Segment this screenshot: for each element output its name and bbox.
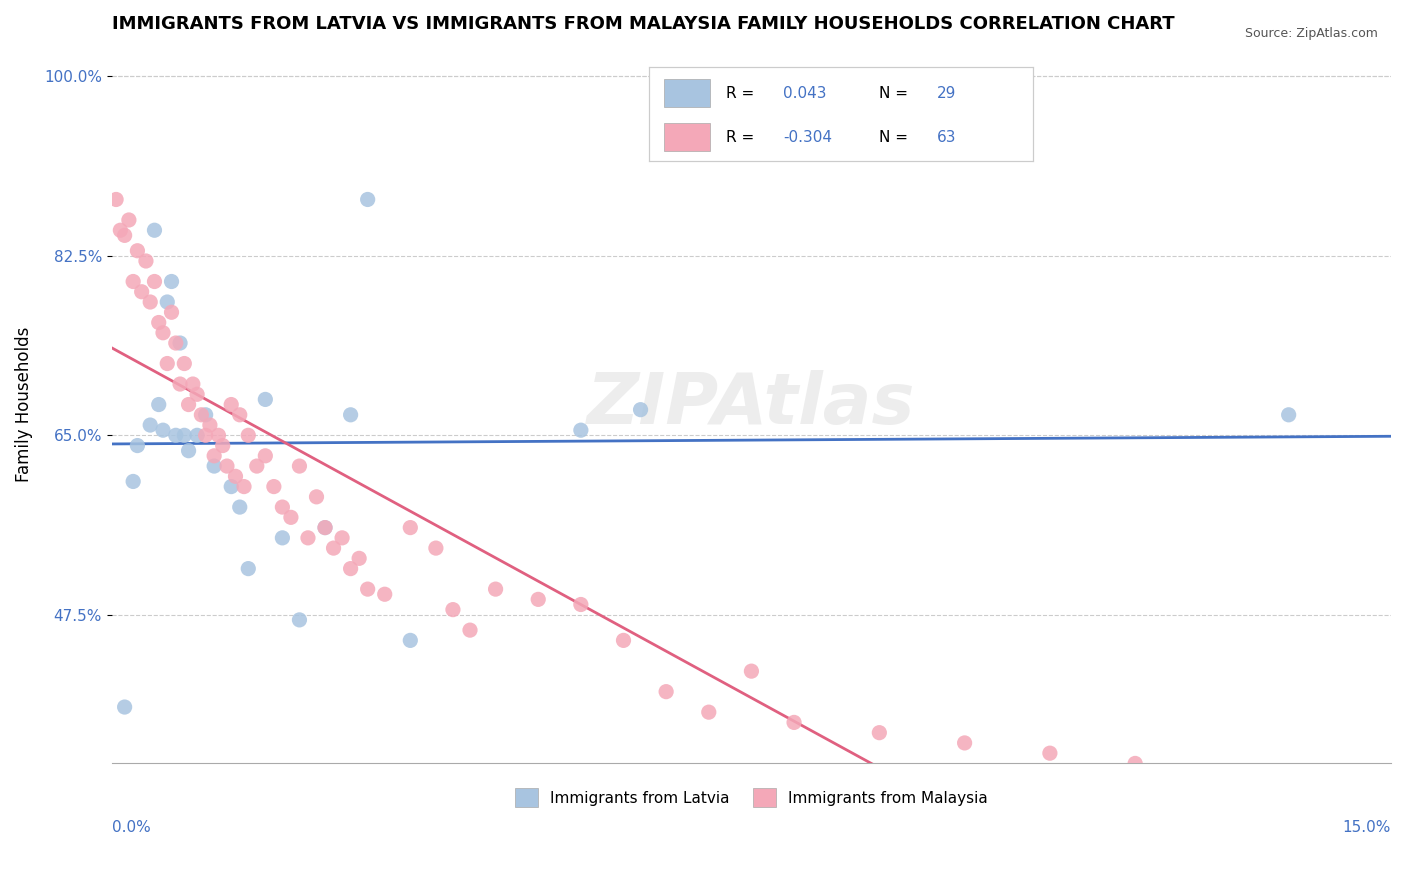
Point <box>868 725 890 739</box>
Point <box>131 285 153 299</box>
Point <box>246 459 269 474</box>
Point <box>280 510 302 524</box>
Point <box>569 598 592 612</box>
Point <box>219 479 242 493</box>
Point <box>1123 756 1146 771</box>
Point <box>740 664 762 678</box>
Text: IMMIGRANTS FROM LATVIA VS IMMIGRANTS FROM MALAYSIA FAMILY HOUSEHOLDS CORRELATION: IMMIGRANTS FROM LATVIA VS IMMIGRANTS FRO… <box>112 15 1174 33</box>
Point <box>347 551 370 566</box>
Point <box>484 582 506 596</box>
Point <box>271 531 294 545</box>
Point <box>156 295 179 310</box>
Point <box>169 377 191 392</box>
Point <box>169 336 191 351</box>
Text: Source: ZipAtlas.com: Source: ZipAtlas.com <box>1244 27 1378 40</box>
Point <box>122 275 145 289</box>
Point <box>152 326 174 340</box>
Point <box>186 387 208 401</box>
Point <box>783 715 806 730</box>
Point <box>114 228 136 243</box>
Point <box>630 402 652 417</box>
Point <box>110 223 132 237</box>
Point <box>139 418 162 433</box>
Point <box>322 541 344 555</box>
Point <box>127 244 149 258</box>
Point <box>233 479 256 493</box>
Y-axis label: Family Households: Family Households <box>15 326 32 483</box>
Point <box>177 398 200 412</box>
Point <box>1039 746 1062 760</box>
Point <box>374 587 396 601</box>
Point <box>160 275 183 289</box>
Point <box>288 459 311 474</box>
Point <box>254 449 277 463</box>
Point <box>194 408 217 422</box>
Point <box>143 223 166 237</box>
Point <box>122 475 145 489</box>
Point <box>297 531 319 545</box>
Point <box>118 213 141 227</box>
Point <box>655 684 678 698</box>
Point <box>219 398 242 412</box>
Point <box>339 561 361 575</box>
Point <box>173 357 195 371</box>
Point <box>288 613 311 627</box>
Text: ZIPAtlas: ZIPAtlas <box>588 370 915 439</box>
Point <box>198 418 221 433</box>
Point <box>215 459 238 474</box>
Point <box>202 449 225 463</box>
Point <box>148 316 170 330</box>
Point <box>458 623 481 637</box>
Point <box>305 490 328 504</box>
Point <box>254 392 277 407</box>
Point <box>1278 408 1301 422</box>
Point <box>143 275 166 289</box>
Point <box>263 479 285 493</box>
Legend: Immigrants from Latvia, Immigrants from Malaysia: Immigrants from Latvia, Immigrants from … <box>509 782 994 814</box>
Point <box>177 443 200 458</box>
Point <box>165 336 187 351</box>
Text: 15.0%: 15.0% <box>1343 820 1391 835</box>
Point <box>156 357 179 371</box>
Point <box>148 398 170 412</box>
Point <box>229 408 252 422</box>
Point <box>186 428 208 442</box>
Point <box>224 469 246 483</box>
Point <box>953 736 976 750</box>
Point <box>238 561 260 575</box>
Point <box>314 520 336 534</box>
Point <box>114 700 136 714</box>
Point <box>612 633 634 648</box>
Point <box>160 305 183 319</box>
Point <box>399 633 422 648</box>
Point <box>271 500 294 514</box>
Point <box>330 531 353 545</box>
Point <box>527 592 550 607</box>
Point <box>165 428 187 442</box>
Point <box>139 295 162 310</box>
Point <box>425 541 447 555</box>
Point <box>399 520 422 534</box>
Point <box>211 439 233 453</box>
Point <box>441 602 464 616</box>
Text: 0.0%: 0.0% <box>112 820 150 835</box>
Point <box>173 428 195 442</box>
Point <box>356 193 378 207</box>
Point <box>697 705 720 719</box>
Point <box>207 428 229 442</box>
Point <box>152 423 174 437</box>
Point <box>190 408 212 422</box>
Point <box>314 520 336 534</box>
Point <box>181 377 204 392</box>
Point <box>105 193 128 207</box>
Point <box>339 408 361 422</box>
Point <box>229 500 252 514</box>
Point <box>202 459 225 474</box>
Point <box>135 254 157 268</box>
Point <box>127 439 149 453</box>
Point <box>569 423 592 437</box>
Point <box>238 428 260 442</box>
Point <box>194 428 217 442</box>
Point <box>356 582 378 596</box>
